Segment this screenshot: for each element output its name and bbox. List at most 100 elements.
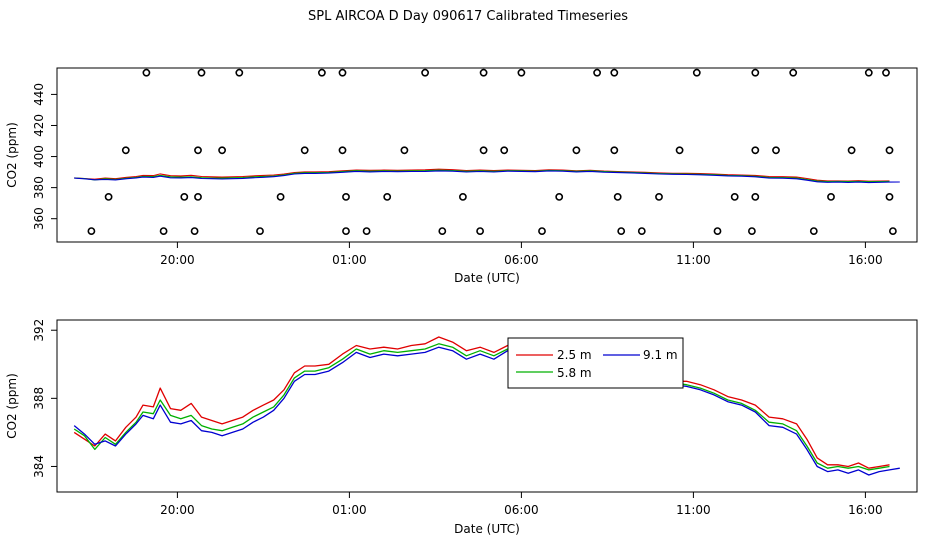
- calibration-point: [637, 227, 646, 235]
- top-y-tick-label: 360: [32, 207, 46, 230]
- calibration-point: [748, 227, 756, 235]
- calibration-point: [276, 192, 285, 201]
- top-x-tick-label: 16:00: [848, 253, 883, 267]
- calibration-point: [342, 192, 350, 201]
- calibration-point: [751, 68, 760, 77]
- calibration-point: [194, 146, 202, 155]
- bottom-panel: 20:00 01:00 06:00 11:00 16:00 384 388 392 Date…: [5, 319, 918, 536]
- calibration-point: [421, 68, 429, 77]
- bottom-series-5-8-m: [73, 343, 890, 471]
- bottom-y-axis: 384 388 392: [32, 319, 57, 478]
- top-x-tick-label: 11:00: [676, 253, 711, 267]
- calibration-point: [256, 227, 264, 235]
- calibration-point: [300, 146, 309, 155]
- calibration-point: [864, 68, 873, 77]
- calibration-point: [847, 146, 856, 155]
- top-series-lines: [74, 168, 900, 184]
- bottom-x-tick-label: 20:00: [160, 503, 195, 517]
- bottom-y-tick-label: 392: [32, 319, 46, 342]
- calibration-point: [882, 68, 890, 77]
- calibration-point: [121, 146, 130, 155]
- calibration-point: [610, 146, 619, 155]
- calibration-point: [87, 227, 96, 235]
- calibration-point: [190, 227, 199, 235]
- calibration-point: [610, 68, 619, 77]
- top-y-tick-label: 380: [32, 176, 46, 199]
- bottom-x-tick-label: 01:00: [332, 503, 367, 517]
- calibration-point: [338, 146, 347, 155]
- calibration-point: [572, 146, 581, 155]
- calibration-point: [751, 192, 760, 201]
- calibration-point: [730, 192, 739, 201]
- calibration-point: [338, 68, 347, 77]
- bottom-series-lines: [73, 336, 900, 476]
- bottom-x-axis-label: Date (UTC): [454, 522, 520, 536]
- calibration-point: [218, 146, 226, 155]
- calibration-point: [692, 68, 701, 77]
- legend: 2.5 m 9.1 m 5.8 m: [507, 337, 684, 389]
- top-series-5-8-m: [74, 169, 890, 183]
- legend-label-2-5m: 2.5 m: [557, 348, 592, 362]
- bottom-series-9-1-m: [73, 346, 900, 476]
- calibration-point: [675, 146, 684, 155]
- calibration-point: [500, 146, 509, 155]
- calibration-point: [885, 146, 894, 155]
- top-x-tick-label: 06:00: [504, 253, 539, 267]
- bottom-x-axis: 20:00 01:00 06:00 11:00 16:00: [160, 492, 883, 517]
- bottom-x-tick-label: 16:00: [848, 503, 883, 517]
- top-series-2-5-m: [74, 168, 890, 182]
- top-x-tick-label: 20:00: [160, 253, 195, 267]
- calibration-point: [827, 192, 835, 201]
- top-x-tick-label: 01:00: [332, 253, 367, 267]
- top-series-9-1-m: [74, 170, 900, 184]
- calibration-point: [476, 227, 484, 235]
- calibration-point: [479, 146, 488, 155]
- legend-label-5-8m: 5.8 m: [557, 366, 592, 380]
- calibration-point: [159, 227, 168, 235]
- calibration-point: [555, 192, 564, 201]
- calibration-point: [538, 227, 546, 235]
- top-y-tick-label: 420: [32, 114, 46, 137]
- calibration-point: [235, 68, 244, 77]
- calibration-point: [517, 68, 526, 77]
- calibration-point: [458, 192, 467, 201]
- calibration-point: [142, 68, 151, 77]
- top-plot-frame: [56, 67, 918, 243]
- calibration-point: [809, 227, 818, 235]
- calibration-point: [383, 192, 392, 201]
- calibration-point: [751, 146, 760, 155]
- calibration-point: [438, 227, 447, 235]
- calibration-point: [617, 227, 626, 235]
- bottom-y-tick-label: 384: [32, 455, 46, 478]
- calibration-point: [197, 68, 206, 77]
- top-x-axis-label: Date (UTC): [454, 271, 520, 285]
- bottom-x-tick-label: 06:00: [504, 503, 539, 517]
- calibration-point: [362, 227, 371, 235]
- calibration-point: [772, 146, 780, 155]
- calibration-point: [194, 192, 202, 201]
- calibration-point: [180, 192, 189, 201]
- calibration-point: [400, 146, 409, 155]
- bottom-plot-frame: [56, 319, 918, 493]
- top-calibration-points: [87, 68, 897, 235]
- top-y-axis-label: CO2 (ppm): [5, 122, 19, 188]
- calibration-point: [885, 192, 894, 201]
- calibration-point: [613, 192, 622, 201]
- page-title: SPL AIRCOA D Day 090617 Calibrated Times…: [307, 9, 628, 24]
- top-y-axis: 360 380 400 420 440: [32, 83, 57, 230]
- bottom-series-2-5-m: [73, 336, 890, 469]
- calibration-point: [713, 227, 722, 235]
- calibration-point: [342, 227, 350, 235]
- calibration-point: [655, 192, 663, 201]
- legend-label-9-1m: 9.1 m: [643, 348, 678, 362]
- top-panel: 20:00 01:00 06:00 11:00 16:00 360 380 400 420 44…: [5, 67, 918, 285]
- top-x-axis: 20:00 01:00 06:00 11:00 16:00: [160, 242, 883, 267]
- calibration-point: [789, 68, 798, 77]
- top-y-tick-label: 440: [32, 83, 46, 106]
- calibration-point: [593, 68, 601, 77]
- bottom-y-tick-label: 388: [32, 387, 46, 410]
- bottom-x-tick-label: 11:00: [676, 503, 711, 517]
- top-y-tick-label: 400: [32, 145, 46, 168]
- calibration-point: [317, 68, 326, 77]
